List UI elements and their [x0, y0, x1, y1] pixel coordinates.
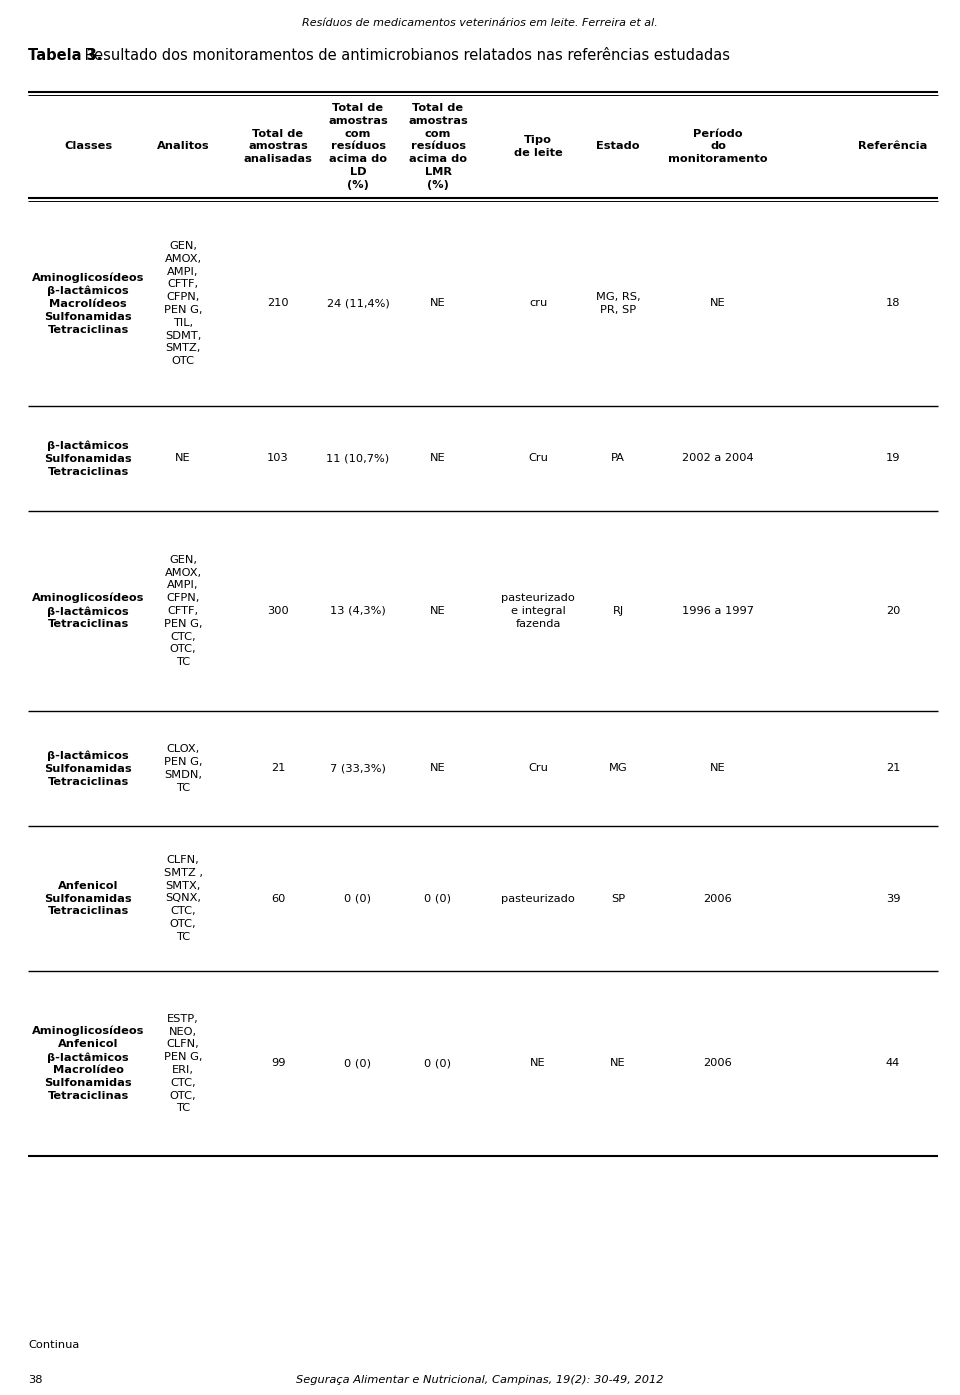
Text: 103: 103	[267, 453, 289, 463]
Text: 2006: 2006	[704, 894, 732, 904]
Text: Total de
amostras
analisadas: Total de amostras analisadas	[244, 128, 312, 165]
Text: 7 (33,3%): 7 (33,3%)	[330, 763, 386, 773]
Text: 11 (10,7%): 11 (10,7%)	[326, 453, 390, 463]
Text: PA: PA	[612, 453, 625, 463]
Text: NE: NE	[430, 605, 445, 617]
Text: 60: 60	[271, 894, 285, 904]
Text: NE: NE	[430, 763, 445, 773]
Text: 19: 19	[886, 453, 900, 463]
Text: Cru: Cru	[528, 453, 548, 463]
Text: Aminoglicosídeos
β-lactâmicos
Tetraciclinas: Aminoglicosídeos β-lactâmicos Tetracicli…	[32, 593, 144, 629]
Text: Resíduos de medicamentos veterinários em leite. Ferreira et al.: Resíduos de medicamentos veterinários em…	[302, 18, 658, 28]
Text: MG: MG	[609, 763, 627, 773]
Text: 44: 44	[886, 1059, 900, 1069]
Text: 0 (0): 0 (0)	[424, 1059, 451, 1069]
Text: Tabela 3.: Tabela 3.	[28, 47, 103, 63]
Text: 1996 a 1997: 1996 a 1997	[682, 605, 754, 617]
Text: 0 (0): 0 (0)	[424, 894, 451, 904]
Text: 21: 21	[886, 763, 900, 773]
Text: NE: NE	[530, 1059, 546, 1069]
Text: pasteurizado: pasteurizado	[501, 894, 575, 904]
Text: RJ: RJ	[612, 605, 624, 617]
Text: GEN,
AMOX,
AMPI,
CFPN,
CFTF,
PEN G,
CTC,
OTC,
TC: GEN, AMOX, AMPI, CFPN, CFTF, PEN G, CTC,…	[164, 555, 203, 667]
Text: GEN,
AMOX,
AMPI,
CFTF,
CFPN,
PEN G,
TIL,
SDMT,
SMTZ,
OTC: GEN, AMOX, AMPI, CFTF, CFPN, PEN G, TIL,…	[164, 241, 203, 365]
Text: 21: 21	[271, 763, 285, 773]
Text: 20: 20	[886, 605, 900, 617]
Text: 38: 38	[28, 1375, 42, 1385]
Text: NE: NE	[430, 299, 445, 308]
Text: Aminoglicosídeos
Anfenicol
β-lactâmicos
Macrolídeo
Sulfonamidas
Tetraciclinas: Aminoglicosídeos Anfenicol β-lactâmicos …	[32, 1025, 144, 1101]
Text: 300: 300	[267, 605, 289, 617]
Text: Seguraça Alimentar e Nutricional, Campinas, 19(2): 30-49, 2012: Seguraça Alimentar e Nutricional, Campin…	[297, 1375, 663, 1385]
Text: Anfenicol
Sulfonamidas
Tetraciclinas: Anfenicol Sulfonamidas Tetraciclinas	[44, 880, 132, 917]
Text: NE: NE	[175, 453, 191, 463]
Text: Tipo
de leite: Tipo de leite	[514, 135, 563, 158]
Text: NE: NE	[430, 453, 445, 463]
Text: ESTP,
NEO,
CLFN,
PEN G,
ERI,
CTC,
OTC,
TC: ESTP, NEO, CLFN, PEN G, ERI, CTC, OTC, T…	[164, 1014, 203, 1113]
Text: 2006: 2006	[704, 1059, 732, 1069]
Text: Estado: Estado	[596, 141, 639, 152]
Text: Continua: Continua	[28, 1341, 80, 1350]
Text: 210: 210	[267, 299, 289, 308]
Text: NE: NE	[710, 299, 726, 308]
Text: Aminoglicosídeos
β-lactâmicos
Macrolídeos
Sulfonamidas
Tetraciclinas: Aminoglicosídeos β-lactâmicos Macrolídeo…	[32, 272, 144, 335]
Text: Resultado dos monitoramentos de antimicrobianos relatados nas referências estuda: Resultado dos monitoramentos de antimicr…	[80, 47, 730, 63]
Text: Período
do
monitoramento: Período do monitoramento	[668, 128, 768, 165]
Text: cru: cru	[529, 299, 547, 308]
Text: NE: NE	[611, 1059, 626, 1069]
Text: 0 (0): 0 (0)	[345, 894, 372, 904]
Text: β-lactâmicos
Sulfonamidas
Tetraciclinas: β-lactâmicos Sulfonamidas Tetraciclinas	[44, 751, 132, 787]
Text: Total de
amostras
com
resíduos
acima do
LD
(%): Total de amostras com resíduos acima do …	[328, 103, 388, 190]
Text: MG, RS,
PR, SP: MG, RS, PR, SP	[596, 292, 640, 315]
Text: 13 (4,3%): 13 (4,3%)	[330, 605, 386, 617]
Text: 39: 39	[886, 894, 900, 904]
Text: Classes: Classes	[64, 141, 112, 152]
Text: β-lactâmicos
Sulfonamidas
Tetraciclinas: β-lactâmicos Sulfonamidas Tetraciclinas	[44, 441, 132, 477]
Text: Analitos: Analitos	[156, 141, 209, 152]
Text: pasteurizado
e integral
fazenda: pasteurizado e integral fazenda	[501, 593, 575, 629]
Text: 24 (11,4%): 24 (11,4%)	[326, 299, 390, 308]
Text: 0 (0): 0 (0)	[345, 1059, 372, 1069]
Text: 2002 a 2004: 2002 a 2004	[683, 453, 754, 463]
Text: CLOX,
PEN G,
SMDN,
TC: CLOX, PEN G, SMDN, TC	[164, 745, 203, 792]
Text: NE: NE	[710, 763, 726, 773]
Text: Cru: Cru	[528, 763, 548, 773]
Text: 18: 18	[886, 299, 900, 308]
Text: Referência: Referência	[858, 141, 927, 152]
Text: Total de
amostras
com
resíduos
acima do
LMR
(%): Total de amostras com resíduos acima do …	[408, 103, 468, 190]
Text: SP: SP	[611, 894, 625, 904]
Text: 99: 99	[271, 1059, 285, 1069]
Text: CLFN,
SMTZ ,
SMTX,
SQNX,
CTC,
OTC,
TC: CLFN, SMTZ , SMTX, SQNX, CTC, OTC, TC	[163, 855, 203, 942]
